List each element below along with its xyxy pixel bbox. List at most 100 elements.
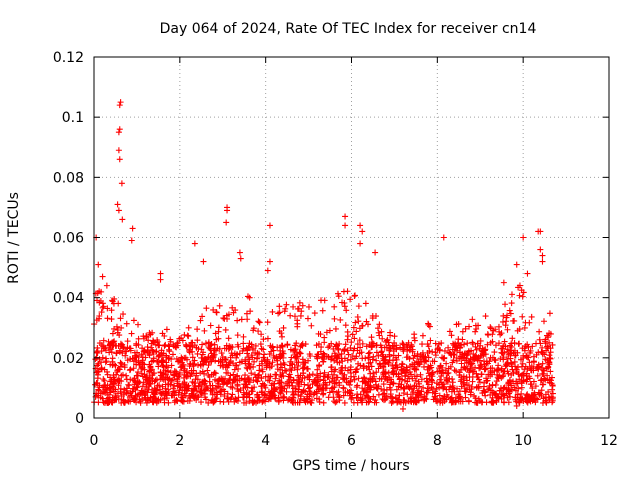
data-point <box>153 348 160 355</box>
data-point <box>280 324 287 331</box>
data-point <box>381 387 388 394</box>
data-point <box>252 342 259 349</box>
data-point <box>431 393 438 400</box>
data-point <box>277 372 284 379</box>
data-point <box>146 380 153 387</box>
data-point <box>161 342 168 349</box>
data-point <box>133 384 140 391</box>
data-point <box>258 331 265 338</box>
data-point <box>516 326 523 333</box>
data-point <box>495 362 502 369</box>
data-point <box>280 360 287 367</box>
data-point <box>508 363 515 370</box>
data-point <box>547 355 554 362</box>
data-point <box>203 305 210 312</box>
data-point <box>104 371 111 378</box>
data-point <box>313 342 320 349</box>
data-point <box>94 380 101 387</box>
data-point <box>253 355 260 362</box>
data-point <box>373 369 380 376</box>
data-point <box>138 365 145 372</box>
data-point <box>129 385 136 392</box>
data-point <box>113 350 120 357</box>
data-point <box>246 398 253 405</box>
data-point <box>212 357 219 364</box>
data-point <box>115 342 122 349</box>
data-point <box>499 391 506 398</box>
data-point <box>381 344 388 351</box>
data-point <box>175 391 182 398</box>
data-point <box>463 374 470 381</box>
data-point <box>108 349 115 356</box>
data-point <box>405 339 412 346</box>
data-point <box>115 366 122 373</box>
data-point <box>172 397 179 404</box>
data-point <box>259 366 266 373</box>
data-point <box>225 311 232 318</box>
data-point <box>251 358 258 365</box>
data-point <box>518 378 525 385</box>
data-point <box>114 327 121 333</box>
data-point <box>540 318 547 325</box>
data-point <box>258 374 265 381</box>
data-point <box>393 362 400 369</box>
data-point <box>470 368 477 375</box>
data-point <box>341 346 348 353</box>
data-point <box>321 297 328 304</box>
data-point <box>153 358 160 365</box>
data-point <box>101 345 108 352</box>
data-point <box>103 282 110 289</box>
data-point <box>108 316 115 323</box>
data-point <box>291 313 298 320</box>
data-point <box>549 382 556 389</box>
data-point <box>296 399 303 406</box>
data-point <box>132 379 139 386</box>
data-point <box>523 353 530 360</box>
data-point <box>335 388 342 395</box>
data-point <box>376 375 383 382</box>
data-point <box>520 234 527 241</box>
data-point <box>458 360 465 367</box>
data-point <box>306 388 313 395</box>
data-point <box>468 386 475 393</box>
data-point <box>518 384 525 391</box>
data-point <box>288 354 295 361</box>
data-point <box>150 349 157 356</box>
data-point <box>372 378 379 385</box>
data-point <box>276 309 283 316</box>
data-point <box>150 399 157 406</box>
data-point <box>126 382 133 389</box>
data-point <box>294 366 301 373</box>
data-point <box>433 397 440 404</box>
data-point <box>194 326 201 333</box>
data-point <box>387 346 394 353</box>
data-point <box>114 390 121 397</box>
data-point <box>294 320 301 327</box>
data-point <box>266 360 273 367</box>
data-point <box>295 362 302 369</box>
data-point <box>159 383 166 390</box>
data-point <box>484 377 491 384</box>
data-point <box>269 308 276 315</box>
data-point <box>283 368 290 375</box>
data-point <box>535 361 542 368</box>
data-point <box>260 336 267 343</box>
data-point <box>464 366 471 373</box>
data-point <box>356 337 363 344</box>
data-point <box>109 297 116 304</box>
data-point <box>398 370 405 377</box>
data-point <box>410 363 417 370</box>
axis-ticks: 0 0.02 0.04 0.06 0.08 0.1 0.12 0 2 4 6 8 10 12 <box>53 50 618 449</box>
data-point <box>511 384 518 391</box>
data-point <box>295 381 302 388</box>
data-point <box>482 313 489 320</box>
data-point <box>186 349 193 356</box>
data-point <box>546 310 553 317</box>
data-point <box>243 364 250 371</box>
data-point <box>464 382 471 389</box>
data-point <box>519 360 526 367</box>
data-point <box>396 392 403 399</box>
data-point <box>183 387 190 394</box>
data-point <box>127 376 134 383</box>
data-point <box>220 315 227 322</box>
